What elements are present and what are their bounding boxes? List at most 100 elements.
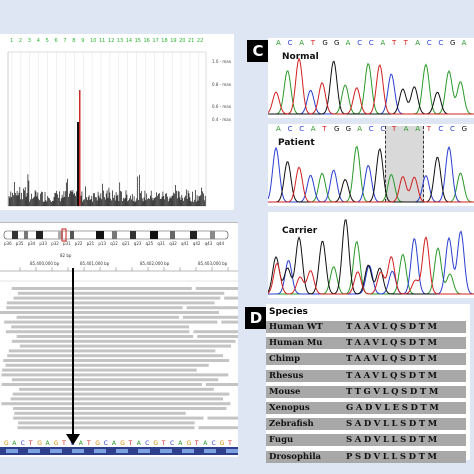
aligned-read [14,411,186,415]
chromosome-tick: 13 [116,38,124,44]
highlight-arrow [72,268,74,438]
exon-block [160,449,172,453]
aligned-read [5,363,209,367]
species-row: Human Mu TAAVLQSDTM [266,337,466,350]
chromatogram-base: A [380,39,386,47]
chromosome-tick: 11 [99,38,106,44]
chromosome-tick: 7 [63,38,67,44]
species-sequence: TAAVLQSDTM [346,370,440,381]
chromatogram-base: A [415,39,420,47]
species-row: Human WT TAAVLQSDTM [266,321,466,333]
chromosome-tick: 22 [196,38,204,44]
species-row: Zebrafish SADVLLSDTM [266,418,466,431]
chromatogram-base: T [322,125,327,133]
cytoband-label: q42 [192,241,201,246]
species-name: Rhesus [269,370,304,381]
aligned-read [13,416,204,420]
peak-marker [79,90,81,206]
ideogram-band [170,231,175,239]
species-header: Species [266,306,466,319]
coord-4: 85,403,000 bp [198,261,228,266]
species-row: Fugu SADVLLSDTM [266,434,466,447]
chromosome-tick: 5 [45,38,49,44]
aligned-read [13,407,227,410]
species-name: Drosophila [269,451,322,462]
chromatogram-base: C [438,39,444,47]
chromatogram-base: A [415,125,420,133]
chromatogram-base: A [276,39,281,47]
reference-base: A [45,440,50,447]
species-sequence: GADVLESDTM [346,403,442,413]
species-name: Chimp [269,354,301,365]
chromatogram-base: C [287,125,293,133]
chromatogram-carrier: Carrier [268,212,474,298]
ideogram-band [130,231,136,239]
aligned-read [11,287,192,290]
aligned-read [11,378,219,382]
arrow-head-icon [66,434,80,445]
reference-base: T [161,440,166,447]
exon-block [6,449,18,453]
aligned-read [8,349,216,353]
exon-block [28,449,40,453]
aligned-read [6,306,183,310]
species-row: Mouse TTGVLQSDTM [266,385,466,398]
chromatogram-base: G [461,125,468,133]
chromatogram-base: C [368,125,374,133]
reference-base: C [103,440,108,447]
mutation-highlight [385,126,424,202]
cytoband-label: q32 [169,241,177,246]
cytoband-label: p21 [86,241,95,246]
chromatogram-base: G [322,39,328,47]
exon-block [182,449,194,453]
reference-base: G [95,440,100,447]
chromatogram-base: T [403,39,408,47]
trace-normal [268,57,474,115]
reference-base: A [178,440,183,447]
species-sequence: TAAVLQSDTM [346,354,440,365]
reference-base: T [228,440,232,447]
reference-base: T [62,440,66,447]
reference-base: T [28,440,33,447]
aligned-read [10,397,224,401]
ideogram-band [150,231,158,239]
cytoband-label: q23 [133,241,142,246]
chromosome-tick: 6 [54,38,58,44]
y-label-1: 1.0 - max [212,59,232,64]
aligned-read [207,416,238,420]
scale-label: 82 bp [60,253,72,258]
chromatogram-base: T [310,39,316,47]
aligned-read [1,383,202,386]
reference-base: G [37,440,42,447]
reference-base: T [87,440,91,447]
species-name: Human WT [269,322,323,332]
read-alignment-track [0,267,238,455]
y-label-3: 0.6 - max [212,104,232,109]
chromatogram-base: A [403,125,409,133]
chromatogram-base: G [450,39,456,47]
reference-base: A [111,440,116,447]
cytoband-label: p34 [27,241,36,246]
aligned-read [2,368,197,372]
aligned-read [198,426,238,430]
chromatogram-base: C [299,125,305,133]
cytoband-label: p22 [74,241,83,246]
species-header-label: Species [269,307,308,317]
trace-line [268,230,474,295]
reference-base: G [219,440,225,447]
trace-line [268,62,474,115]
chromosome-tick: 16 [143,38,150,44]
aligned-read [11,325,190,329]
chromatogram-base: C [368,39,374,47]
aligned-read [3,359,230,362]
panel-d-label: D [245,307,267,329]
aligned-read [7,354,224,358]
reference-base: C [170,440,175,447]
chromosome-tick: 2 [18,38,23,44]
cytoband-label: p13 [98,241,107,246]
ideogram-band [36,231,43,239]
